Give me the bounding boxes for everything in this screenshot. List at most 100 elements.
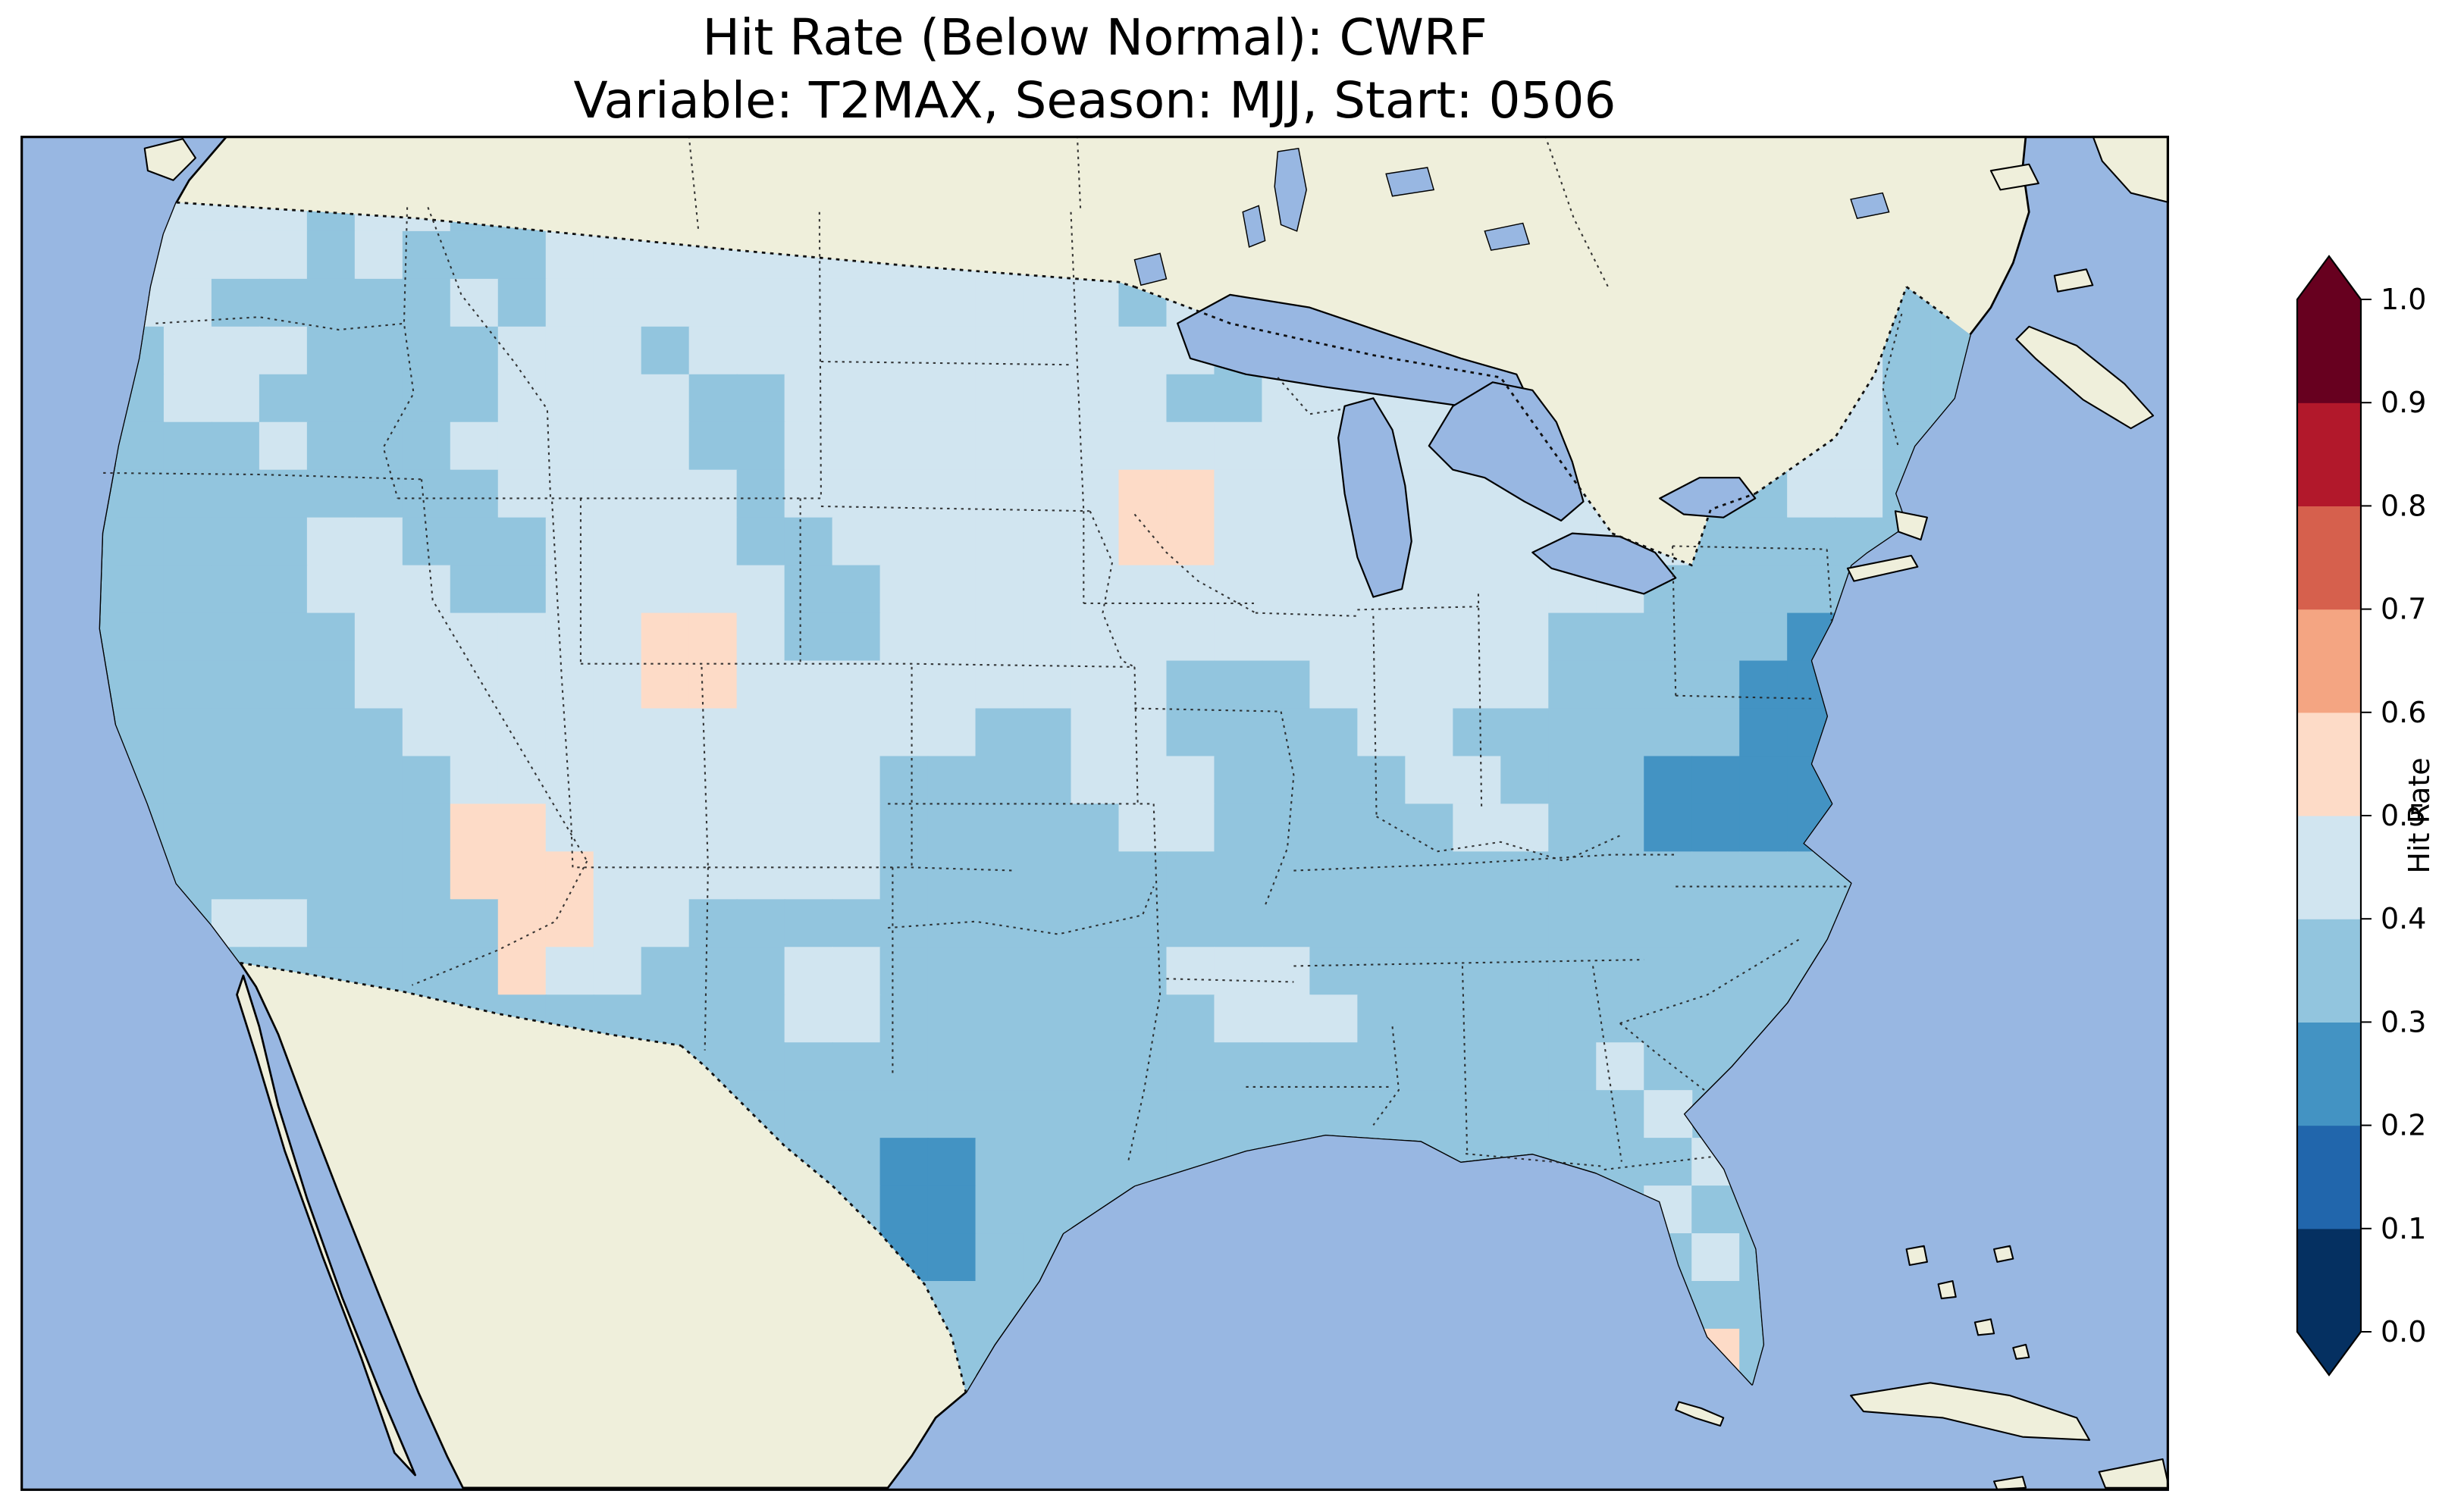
grid-cell	[688, 326, 738, 375]
grid-cell	[784, 517, 833, 566]
grid-cell	[1835, 469, 1884, 518]
grid-cell	[1166, 469, 1215, 518]
grid-cell	[641, 421, 690, 471]
hispaniola	[2098, 1458, 2169, 1489]
grid-cell	[1548, 947, 1597, 996]
grid-cell	[784, 660, 833, 709]
grid-cell	[1214, 899, 1263, 948]
grid-cell	[927, 1090, 977, 1139]
grid-cell	[1548, 1090, 1597, 1139]
grid-cell	[927, 469, 977, 518]
grid-cell	[975, 374, 1024, 423]
grid-cell	[497, 708, 547, 757]
grid-cell	[879, 708, 929, 757]
grid-cell	[450, 565, 499, 614]
grid-cell	[688, 756, 738, 805]
grid-cell	[593, 947, 642, 996]
grid-cell	[1071, 899, 1120, 948]
prince-edward-island	[2053, 268, 2094, 293]
grid-cell	[163, 660, 212, 709]
grid-cell	[211, 374, 260, 423]
grid-cell	[975, 708, 1024, 757]
grid-cell	[1739, 803, 1788, 853]
grid-cell	[497, 660, 547, 709]
grid-cell	[1453, 756, 1502, 805]
grid-cell	[593, 565, 642, 614]
grid-cell	[354, 374, 403, 423]
grid-cell	[450, 326, 499, 375]
grid-cell	[975, 278, 1024, 327]
grid-cell	[259, 803, 308, 853]
grid-cell	[1262, 947, 1311, 996]
grid-cell	[1691, 565, 1741, 614]
grid-cell	[927, 1138, 977, 1187]
grid-cell	[306, 612, 356, 662]
grid-cell	[927, 278, 977, 327]
grid-cell	[1214, 851, 1263, 900]
grid-cell	[1596, 708, 1645, 757]
grid-cell	[497, 326, 547, 375]
grid-cell	[1691, 803, 1741, 853]
long-island	[1846, 554, 1919, 582]
grid-cell	[163, 374, 212, 423]
grid-cell	[211, 421, 260, 471]
grid-cell	[927, 1042, 977, 1092]
grid-cell	[1309, 899, 1359, 948]
grid-cell	[1071, 994, 1120, 1044]
grid-cell	[879, 803, 929, 853]
grid-cell	[784, 1042, 833, 1092]
grid-cell	[927, 947, 977, 996]
grid-cell	[497, 612, 547, 662]
grid-cell	[306, 660, 356, 709]
grid-cell	[1500, 851, 1550, 900]
grid-cell	[688, 947, 738, 996]
grid-cell	[879, 756, 929, 805]
grid-cell	[1644, 994, 1693, 1044]
colorbar-label: Hit Rate	[2403, 757, 2436, 873]
grid-cell	[1214, 708, 1263, 757]
grid-cell	[115, 660, 165, 709]
grid-cell	[1500, 565, 1550, 614]
grid-cell	[975, 851, 1024, 900]
grid-cell	[545, 326, 594, 375]
grid-cell	[163, 803, 212, 853]
grid-cell	[832, 469, 881, 518]
grid-cell	[688, 517, 738, 566]
grid-cell	[163, 517, 212, 566]
grid-cell	[1500, 803, 1550, 853]
colorbar-tick-label: 0.9	[2381, 386, 2426, 419]
grid-cell	[1118, 374, 1168, 423]
grid-cell	[306, 899, 356, 948]
grid-cell	[163, 326, 212, 375]
grid-cell	[1644, 612, 1693, 662]
grid-cell	[1691, 756, 1741, 805]
colorbar-band	[2297, 1228, 2361, 1333]
grid-cell	[1405, 565, 1454, 614]
grid-cell	[450, 517, 499, 566]
grid-cell	[1214, 469, 1263, 518]
grid-cell	[497, 517, 547, 566]
grid-cell	[1214, 1090, 1263, 1139]
grid-cell	[927, 803, 977, 853]
grid-cell	[975, 660, 1024, 709]
grid-cell	[1309, 612, 1359, 662]
grid-cell	[1691, 708, 1741, 757]
grid-cell	[163, 708, 212, 757]
grid-cell	[1166, 708, 1215, 757]
grid-cell	[450, 230, 499, 280]
grid-cell	[1453, 612, 1502, 662]
grid-cell	[402, 421, 451, 471]
grid-cell	[1596, 851, 1645, 900]
grid-cell	[1262, 851, 1311, 900]
grid-cell	[259, 851, 308, 900]
grid-cell	[545, 230, 594, 280]
grid-cell	[1118, 612, 1168, 662]
grid-cell	[1596, 803, 1645, 853]
grid-cell	[1166, 851, 1215, 900]
colorbar-tick-label: 0.5	[2381, 799, 2426, 832]
grid-cell	[354, 469, 403, 518]
grid-cell	[1023, 1185, 1072, 1235]
grid-cell	[450, 612, 499, 662]
grid-cell	[1071, 469, 1120, 518]
grid-cell	[1214, 565, 1263, 614]
